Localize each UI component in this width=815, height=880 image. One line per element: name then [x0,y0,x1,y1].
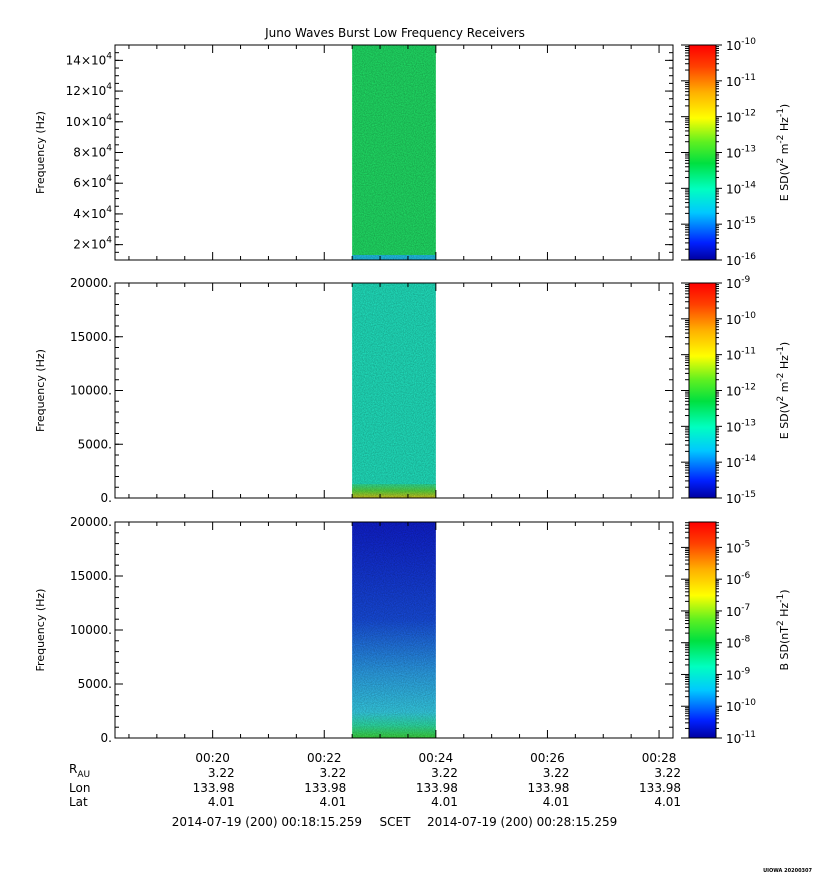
ephemeris-value: 4.01 [543,795,570,809]
x-tick-label: 00:26 [530,751,565,765]
x-tick-label: 00:28 [642,751,677,765]
y-tick-label: 5000. [78,677,112,691]
data-noise [352,522,436,738]
ephemeris-value: 3.22 [654,766,681,780]
ephemeris-value: 133.98 [416,781,458,795]
y-axis-label: Frequency (Hz) [34,589,47,672]
spectrogram-panel-2: 0. 5000. 10000. 15000. 20000. Frequency (Hz) 1… [34,275,791,506]
cb-tick-label: 10-7 [726,603,750,619]
colorbar-gradient [688,521,717,739]
cb-tick-label: 10-8 [726,635,751,651]
ephemeris-value: 3.22 [208,766,235,780]
time-system: SCET [380,815,412,829]
cb-tick-label: 10-11 [726,347,756,363]
y-tick-label: 2×104 [73,236,112,252]
y-tick-label: 10×104 [66,113,113,129]
cb-tick-label: 10-9 [726,275,751,291]
ephemeris-value: 4.01 [654,795,681,809]
y-tick-label: 14×104 [66,51,113,67]
ephemeris-value: 4.01 [208,795,235,809]
ephemeris-value: 133.98 [304,781,346,795]
cb-tick-label: 10-16 [726,252,756,268]
chart-title: Juno Waves Burst Low Frequency Receivers [264,26,525,40]
y-tick-label: 10000. [70,384,112,398]
cb-tick-label: 10-10 [726,37,756,53]
y-axis-label: Frequency (Hz) [34,111,47,194]
ephemeris-value: 3.22 [320,766,347,780]
y-tick-label: 15000. [70,569,112,583]
ephemeris-row-label: Lat [69,795,88,809]
y-axis-label: Frequency (Hz) [34,349,47,432]
colorbar-2: 10-9 10-10 10-11 10-12 10-13 10-14 10-15 E SD(V… [681,275,791,506]
y-tick-label: 6×104 [73,174,112,190]
cb-tick-label: 10-5 [726,539,750,555]
data-noise [352,283,436,498]
cb-tick-label: 10-14 [726,180,756,196]
colorbar-label: E SD(V2 m-2 Hz-1) [776,342,791,439]
ephemeris-value: 133.98 [639,781,681,795]
y-tick-label: 10000. [70,623,112,637]
cb-tick-label: 10-12 [726,383,756,399]
x-tick-label: 00:24 [419,751,454,765]
y-tick-label: 20000. [70,276,112,290]
colorbar-label: E SD(V2 m-2 Hz-1) [776,104,791,201]
ephemeris-value: 3.22 [543,766,570,780]
ephemeris-value: 133.98 [193,781,235,795]
colorbar-3: 10-5 10-6 10-7 10-8 10-9 10-10 10-11 B SD(nT2 H… [681,521,791,746]
y-tick-label: 20000. [70,515,112,529]
cb-tick-label: 10-12 [726,109,756,125]
data-block-3 [352,522,436,738]
cb-tick-label: 10-15 [726,216,756,232]
cb-tick-label: 10-11 [726,730,756,746]
cb-tick-label: 10-9 [726,666,751,682]
y-tick-label: 4×104 [73,205,112,221]
cb-tick-label: 10-14 [726,454,756,470]
cb-tick-label: 10-11 [726,73,756,89]
y-tick-label: 0. [101,491,112,505]
data-block-2 [352,283,436,498]
cb-tick-label: 10-15 [726,490,756,506]
cb-tick-label: 10-10 [726,311,756,327]
time-start: 2014-07-19 (200) 00:18:15.259 [172,815,362,829]
y-tick-label: 15000. [70,330,112,344]
cb-tick-label: 10-13 [726,418,756,434]
y-tick-label: 0. [101,731,112,745]
colorbar-1: 10-10 10-11 10-12 10-13 10-14 10-15 10-16 E SD(… [681,37,791,268]
cb-tick-label: 10-13 [726,145,756,161]
y-tick-label: 5000. [78,437,112,451]
time-end: 2014-07-19 (200) 00:28:15.259 [427,815,617,829]
ephemeris-value: 4.01 [431,795,458,809]
spectrogram-panel-1: 2×104 4×104 6×104 8×104 10×104 12×104 14×104 Fr… [34,37,791,268]
x-tick-label: 00:22 [307,751,342,765]
cb-tick-label: 10-10 [726,698,756,714]
y-tick-label: 12×104 [66,82,113,98]
spectrogram-panel-3: 0. 5000. 10000. 15000. 20000. Frequency (Hz) 1… [34,515,791,746]
y-tick-label: 8×104 [73,144,112,160]
ephemeris-value: 133.98 [527,781,569,795]
colorbar-label: B SD(nT2 Hz-1) [776,589,791,670]
colorbar-gradient [688,282,717,499]
ephemeris-row-label: RAU [69,762,90,780]
ephemeris-value: 3.22 [431,766,458,780]
ephemeris-value: 4.01 [320,795,347,809]
cb-tick-label: 10-6 [726,571,751,587]
footer-stamp: UIOWA 20200307 [763,868,812,874]
ephemeris-row-label: Lon [69,781,90,795]
colorbar-gradient [688,44,717,261]
data-noise [352,45,436,260]
data-block-1 [352,45,436,260]
x-tick-label: 00:20 [195,751,230,765]
